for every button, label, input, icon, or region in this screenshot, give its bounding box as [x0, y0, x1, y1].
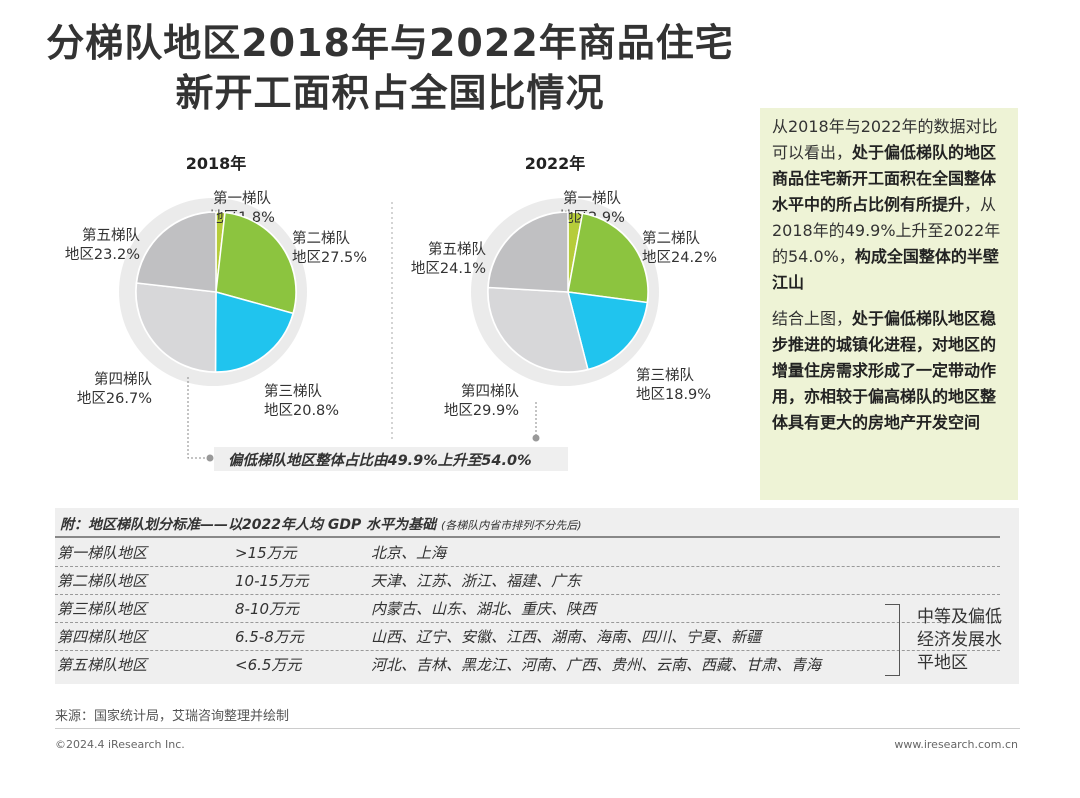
table-note: (各梯队内省市排列不分先后): [440, 519, 582, 532]
pie-title: 2022年: [525, 154, 586, 173]
annotation-connector: [187, 377, 207, 459]
table-heading: 附：地区梯队划分标准——以2022年人均 GDP 水平为基础 (各梯队内省市排列…: [60, 514, 582, 534]
table-row-divider: [55, 566, 1000, 567]
pie-slice: [135, 211, 217, 293]
copyright: ©2024.4 iResearch Inc.: [55, 738, 185, 751]
table-cell-range: 8-10万元: [235, 600, 300, 618]
pie-slice: [487, 211, 569, 293]
table-heading-text: 附：地区梯队划分标准——以2022年人均 GDP 水平为基础: [60, 517, 437, 533]
table-row: 第二梯队地区 10-15万元 天津、江苏、浙江、福建、广东: [55, 566, 895, 594]
table-divider: [55, 536, 1000, 538]
insight-highlight: 处于偏低梯队地区稳步推进的城镇化进程，对地区的增量住房需求形成了一定带动作用，亦…: [772, 309, 997, 432]
table-cell-regions: 内蒙古、山东、湖北、重庆、陕西: [371, 600, 597, 618]
annotation-dot: [532, 434, 540, 442]
insight-text: 结合上图，: [772, 309, 853, 328]
footer-divider: [55, 728, 1020, 729]
source-note: 来源：国家统计局，艾瑞咨询整理并绘制: [55, 709, 290, 724]
tier-standard-table: 附：地区梯队划分标准——以2022年人均 GDP 水平为基础 (各梯队内省市排列…: [55, 508, 1019, 684]
table-cell-regions: 山西、辽宁、安徽、江西、湖南、海南、四川、宁夏、新疆: [371, 628, 762, 646]
table-cell-range: >15万元: [235, 544, 297, 562]
table-cell-regions: 河北、吉林、黑龙江、河南、广西、贵州、云南、西藏、甘肃、青海: [371, 656, 822, 674]
insight-panel: 从2018年与2022年的数据对比可以看出，处于偏低梯队的地区商品住宅新开工面积…: [760, 108, 1018, 500]
annotation-box: [214, 447, 568, 471]
pie-slice: [487, 286, 589, 373]
table-cell-tier: 第二梯队地区: [57, 572, 148, 590]
table-cell-range: <6.5万元: [235, 656, 302, 674]
website-link[interactable]: www.iresearch.com.cn: [894, 738, 1018, 751]
slice-label: 第五梯队地区23.2%: [65, 226, 141, 263]
pie-slice: [215, 211, 297, 315]
slice-label: 第一梯队地区2.9%: [559, 189, 625, 226]
annotation-text: 偏低梯队地区整体占比由49.9%上升至54.0%: [228, 452, 532, 469]
pie-slice: [567, 212, 649, 304]
table-row: 第一梯队地区 >15万元 北京、上海: [55, 538, 895, 566]
slice-label: 第二梯队地区27.5%: [292, 229, 367, 266]
table-cell-tier: 第一梯队地区: [57, 544, 148, 562]
slice-label: 第三梯队地区20.8%: [264, 382, 339, 419]
slice-label: 第五梯队地区24.1%: [411, 240, 487, 277]
group-bracket: [885, 604, 900, 676]
pie-slice: [566, 291, 649, 371]
slice-label: 第三梯队地区18.9%: [636, 366, 711, 403]
pie-title: 2018年: [186, 154, 247, 173]
table-cell-tier: 第三梯队地区: [57, 600, 148, 618]
table-cell-tier: 第四梯队地区: [57, 628, 148, 646]
table-cell-regions: 天津、江苏、浙江、福建、广东: [371, 572, 582, 590]
pie-slice: [135, 282, 217, 373]
group-label: 中等及偏低经济发展水平地区: [917, 607, 1002, 673]
insight-paragraph-2: 结合上图，处于偏低梯队地区稳步推进的城镇化进程，对地区的增量住房需求形成了一定带…: [772, 306, 1010, 436]
slice-label: 第四梯队地区26.7%: [77, 370, 153, 407]
table-cell-tier: 第五梯队地区: [57, 656, 148, 674]
insight-text: ，从2018年的49.9%上升至2022年的54.0%，: [772, 195, 1001, 266]
table-row-divider: [55, 594, 1000, 595]
table-row: 第三梯队地区 8-10万元 内蒙古、山东、湖北、重庆、陕西: [55, 594, 895, 622]
insight-highlight: 构成全国整体的半壁江山: [772, 247, 999, 292]
insight-highlight: 处于偏低梯队的地区商品住宅新开工面积在全国整体水平中的所占比例有所提升: [772, 143, 997, 214]
pie-charts: 2018年第一梯队地区1.8%第二梯队地区27.5%第三梯队地区20.8%第四梯…: [65, 154, 717, 471]
table-cell-range: 10-15万元: [235, 572, 309, 590]
table-cell-regions: 北京、上海: [371, 544, 447, 562]
table-row-divider: [55, 650, 1000, 651]
table-cell-range: 6.5-8万元: [235, 628, 304, 646]
slice-label: 第二梯队地区24.2%: [642, 229, 717, 266]
table-row-divider: [55, 622, 1000, 623]
table-row: 第四梯队地区 6.5-8万元 山西、辽宁、安徽、江西、湖南、海南、四川、宁夏、新疆: [55, 622, 895, 650]
page-title: 分梯队地区2018年与2022年商品住宅新开工面积占全国比情况: [46, 21, 734, 115]
insight-paragraph-1: 从2018年与2022年的数据对比可以看出，处于偏低梯队的地区商品住宅新开工面积…: [772, 114, 1010, 296]
pie-slice: [214, 291, 295, 373]
table-row: 第五梯队地区 <6.5万元 河北、吉林、黑龙江、河南、广西、贵州、云南、西藏、甘肃、…: [55, 650, 895, 678]
annotation-dot: [206, 454, 214, 462]
insight-text: 从2018年与2022年的数据对比可以看出，: [772, 117, 998, 162]
slice-label: 第四梯队地区29.9%: [444, 382, 520, 419]
